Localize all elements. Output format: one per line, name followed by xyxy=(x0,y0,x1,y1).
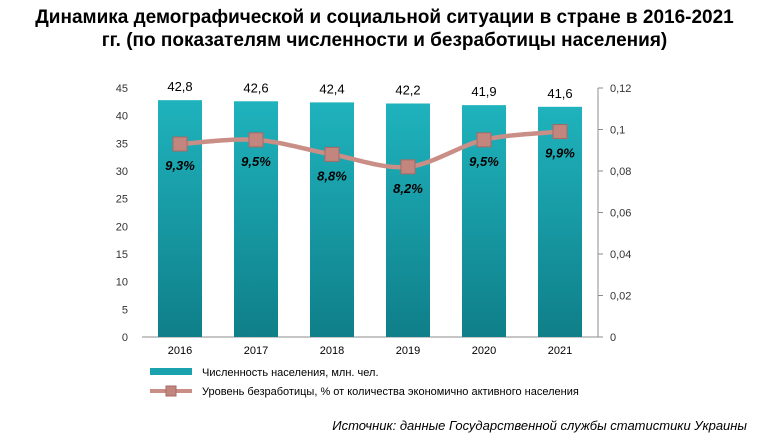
left-y-tick-label: 15 xyxy=(116,249,128,261)
right-y-tick-label: 0,08 xyxy=(610,166,631,178)
left-y-tick-label: 35 xyxy=(116,138,128,150)
unemployment-point-label: 9,5% xyxy=(469,154,499,169)
unemployment-point xyxy=(552,124,568,140)
chart-title-line-2: гг. (по показателям численности и безраб… xyxy=(101,30,668,51)
left-y-tick-label: 20 xyxy=(116,221,128,233)
right-y-tick-label: 0,1 xyxy=(610,125,625,137)
right-y-tick-label: 0,12 xyxy=(610,83,631,95)
right-y-tick-label: 0,04 xyxy=(610,249,631,261)
chart-title-line-1: Динамика демографической и социальной си… xyxy=(35,7,734,28)
left-y-tick-label: 30 xyxy=(116,166,128,178)
population-bar-label: 42,6 xyxy=(243,80,268,95)
population-bar xyxy=(538,106,582,338)
x-tick-label: 2019 xyxy=(396,345,420,357)
unemployment-point-label: 9,3% xyxy=(165,158,195,173)
unemployment-line xyxy=(172,124,568,175)
x-tick-label: 2017 xyxy=(244,345,268,357)
left-y-tick-label: 0 xyxy=(122,332,128,344)
source-note: Источник: данные Государственной службы … xyxy=(332,418,747,433)
right-y-tick-label: 0,06 xyxy=(610,208,631,220)
population-bar-label: 42,2 xyxy=(395,82,420,97)
data-labels: 42,8 42,6 42,4 42,2 41,9 41,6 9,3% 9,5% 8,8% 8,2%… xyxy=(165,79,575,196)
population-bar xyxy=(158,100,202,337)
population-bar xyxy=(310,102,354,338)
left-y-tick-label: 45 xyxy=(116,83,128,95)
legend-swatch-unemployment-marker xyxy=(165,385,177,397)
population-bar xyxy=(386,103,430,337)
left-y-tick-label: 10 xyxy=(116,277,128,289)
unemployment-point-label: 8,8% xyxy=(317,168,347,183)
x-tick-label: 2021 xyxy=(548,345,572,357)
x-tick-label: 2018 xyxy=(320,345,344,357)
right-y-tick-label: 0 xyxy=(610,332,616,344)
unemployment-point-label: 8,2% xyxy=(393,181,423,196)
x-tick-label: 2020 xyxy=(472,345,496,357)
population-bar-label: 42,8 xyxy=(167,79,192,94)
legend-label-unemployment: Уровень безработицы, % от количества эко… xyxy=(202,386,579,398)
left-y-tick-label: 25 xyxy=(116,194,128,206)
axes: 0 5 10 15 20 25 30 35 40 45 0 0,02 0,04 0,06 0,08 0,1 0,… xyxy=(116,83,632,357)
unemployment-point xyxy=(324,146,340,162)
unemployment-point xyxy=(400,159,416,175)
legend-swatch-population xyxy=(150,368,192,375)
population-bar-label: 41,9 xyxy=(471,84,496,99)
legend: Численность населения, млн. чел. Уровень … xyxy=(150,367,579,398)
left-y-tick-label: 5 xyxy=(122,304,128,316)
chart-title: Динамика демографической и социальной си… xyxy=(0,6,769,52)
population-bar-label: 41,6 xyxy=(547,86,572,101)
legend-label-population: Численность населения, млн. чел. xyxy=(202,367,379,379)
unemployment-point-label: 9,9% xyxy=(545,146,575,161)
unemployment-point xyxy=(248,132,264,148)
right-y-tick-label: 0,02 xyxy=(610,291,631,303)
left-y-tick-label: 40 xyxy=(116,111,128,123)
unemployment-point xyxy=(476,132,492,148)
population-bar-label: 42,4 xyxy=(319,81,344,96)
unemployment-point xyxy=(172,136,188,152)
unemployment-point-label: 9,5% xyxy=(241,154,271,169)
x-tick-label: 2016 xyxy=(168,345,192,357)
